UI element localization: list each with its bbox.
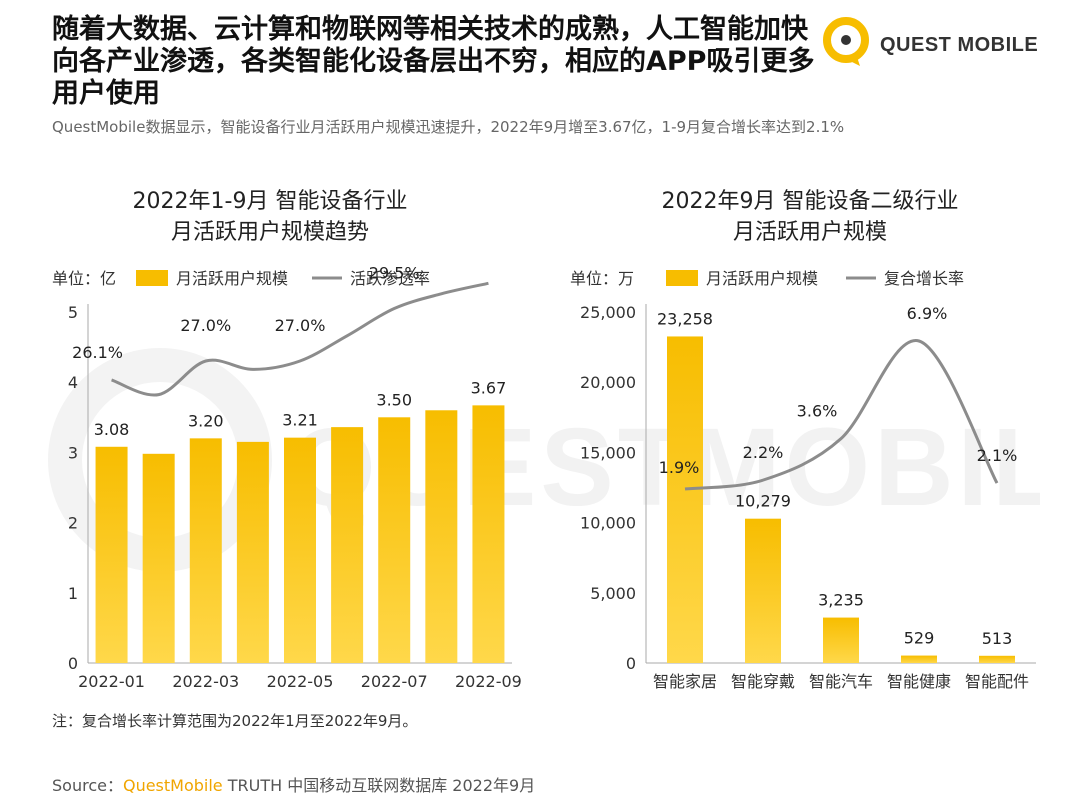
legend-line-label: 活跃渗透率 (350, 269, 430, 288)
legend-bar-label: 月活跃用户规模 (706, 269, 818, 288)
chart2-title-line2: 月活跃用户规模 (732, 220, 887, 245)
line-value-label: 30.7% (463, 255, 514, 257)
bar (823, 617, 859, 663)
line-value-label: 1.9% (659, 458, 700, 477)
bar (472, 405, 505, 663)
chart2-title: 2022年9月 智能设备二级行业 月活跃用户规模 (600, 186, 1020, 248)
legend-bar-swatch (136, 270, 168, 286)
y-tick-label: 10,000 (580, 514, 636, 533)
x-tick-label: 智能家居 (653, 672, 717, 691)
bar-value-label: 23,258 (657, 309, 713, 328)
bar-value-label: 3.20 (188, 411, 224, 430)
legend-line-label: 复合增长率 (884, 269, 964, 288)
bar (425, 410, 458, 663)
x-tick-label: 智能穿戴 (731, 672, 795, 691)
bar (95, 446, 128, 663)
x-tick-label: 智能汽车 (809, 672, 873, 691)
bar (284, 437, 316, 663)
line-value-label: 6.9% (907, 304, 948, 323)
y-tick-label: 2 (68, 514, 78, 533)
sub-industry-active-users-chart: 单位：万 月活跃用户规模 复合增长率 0 5,000 10,000 15,000 20,000… (570, 269, 1036, 691)
unit-label: 单位：万 (570, 269, 634, 288)
bar-value-label: 3.50 (376, 390, 412, 409)
chart1-title-line1: 2022年1-9月 智能设备行业 (132, 189, 408, 214)
bar (378, 417, 411, 663)
quest-mobile-logo: QUEST MOBILE (820, 14, 1050, 74)
x-tick-label: 智能健康 (887, 672, 951, 691)
source-line: Source：QuestMobile TRUTH 中国移动互联网数据库 2022… (52, 772, 535, 796)
x-tick-label: 2022-09 (455, 672, 522, 691)
line-value-label: 2.2% (743, 443, 784, 462)
bar (142, 453, 175, 663)
bar (979, 655, 1015, 663)
x-tick-label: 2022-03 (172, 672, 239, 691)
y-tick-label: 5,000 (590, 584, 636, 603)
line-series-复合增长率 (684, 339, 999, 491)
y-tick-label: 25,000 (580, 303, 636, 322)
bar (236, 441, 269, 663)
y-tick-label: 1 (68, 584, 78, 603)
unit-label: 单位：亿 (52, 269, 116, 288)
bar-value-label: 529 (904, 629, 935, 648)
monthly-active-users-trend-chart: 单位：亿 月活跃用户规模 活跃渗透率 0 1 2 3 4 5 3.08 2022-01 3.20 202… (52, 255, 522, 691)
x-tick-label: 2022-01 (78, 672, 145, 691)
y-tick-label: 15,000 (580, 443, 636, 462)
y-tick-label: 0 (626, 654, 636, 673)
line-value-label: 27.0% (275, 316, 326, 335)
y-tick-label: 3 (68, 443, 78, 462)
y-tick-label: 0 (68, 654, 78, 673)
logo-text: QUEST MOBILE (880, 34, 1039, 56)
chart1-title: 2022年1-9月 智能设备行业 月活跃用户规模趋势 (60, 186, 480, 248)
line-value-label: 27.0% (180, 316, 231, 335)
line-value-label: 26.1% (72, 343, 123, 362)
line-value-label: 29.5% (369, 264, 420, 283)
bar (189, 438, 222, 663)
x-tick-label: 2022-05 (267, 672, 334, 691)
bar (331, 427, 364, 663)
chart1-title-line2: 月活跃用户规模趋势 (170, 220, 369, 245)
bar-value-label: 10,279 (735, 492, 791, 511)
line-value-label: 2.1% (977, 446, 1018, 465)
bar (901, 655, 937, 663)
bar-value-label: 513 (982, 629, 1013, 648)
bar-value-label: 3.21 (282, 411, 318, 430)
chart2-title-line1: 2022年9月 智能设备二级行业 (661, 189, 959, 214)
bar (667, 336, 703, 663)
source-brand: QuestMobile (122, 776, 223, 795)
line-value-label: 3.6% (797, 402, 838, 421)
y-tick-label: 20,000 (580, 373, 636, 392)
line-series-活跃渗透率 (111, 281, 489, 397)
source-prefix: Source： (52, 776, 123, 795)
bar-value-label: 3.67 (471, 378, 507, 397)
subtitle: QuestMobile数据显示，智能设备行业月活跃用户规模迅速提升，2022年9… (52, 118, 845, 136)
quest-mobile-logo-icon (823, 17, 869, 66)
legend-bar-label: 月活跃用户规模 (176, 269, 288, 288)
bar-value-label: 3,235 (818, 591, 864, 610)
x-tick-label: 2022-07 (361, 672, 428, 691)
bar-value-label: 3.08 (94, 420, 130, 439)
x-tick-label: 智能配件 (965, 672, 1029, 691)
source-rest: TRUTH 中国移动互联网数据库 2022年9月 (222, 776, 536, 795)
y-tick-label: 5 (68, 303, 78, 322)
bar (745, 518, 781, 663)
headline: 随着大数据、云计算和物联网等相关技术的成熟，人工智能加快向各产业渗透，各类智能化… (52, 14, 815, 109)
footnote: 注：复合增长率计算范围为2022年1月至2022年9月。 (52, 712, 418, 730)
y-tick-label: 4 (68, 373, 78, 392)
legend-bar-swatch (666, 270, 698, 286)
